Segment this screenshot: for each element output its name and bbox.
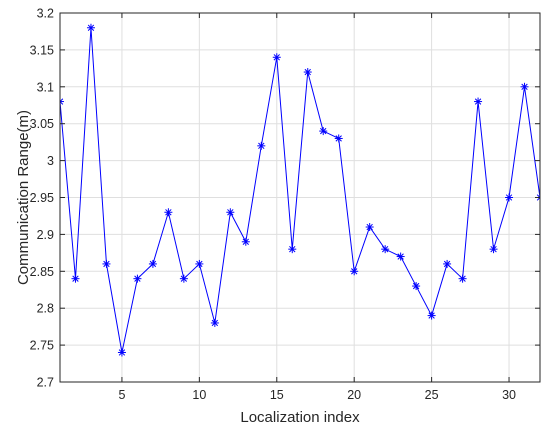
data-point-marker [71,274,80,283]
x-tick-label: 20 [347,388,361,402]
y-tick-label: 2.75 [30,339,54,353]
data-point-marker [257,141,266,150]
y-tick-label: 3.05 [30,117,54,131]
data-point-marker [396,252,405,261]
x-tick-label: 5 [118,388,125,402]
y-tick-label: 3.2 [37,7,54,21]
series-layer [60,23,540,357]
x-tick-label: 25 [425,388,439,402]
y-tick-labels: 2.7 2.75 2.8 2.85 2.9 2.95 3 3.05 3.1 3.15 3.2 [30,7,54,390]
data-point-marker [427,311,436,320]
data-point-marker [443,259,452,268]
data-point-marker [179,274,188,283]
data-point-marker [474,97,483,106]
data-point-marker [60,97,64,106]
tick-marks [60,12,540,383]
data-point-marker [458,274,467,283]
data-point-marker [195,259,204,268]
data-point-marker [288,245,297,254]
data-point-marker [133,274,142,283]
data-point-marker [210,318,219,327]
y-tick-label: 2.85 [30,265,54,279]
data-point-marker [520,82,529,91]
x-axis-title: Localization index [240,409,360,426]
data-point-marker [102,259,111,268]
data-point-marker [303,68,312,77]
data-point-marker [489,245,498,254]
x-tick-label: 10 [192,388,206,402]
grid-lines [60,12,540,383]
y-tick-label: 2.8 [37,302,54,316]
data-point-marker [148,259,157,268]
y-tick-label: 2.7 [37,376,54,390]
data-point-marker [86,23,95,32]
data-point-marker [272,53,281,62]
x-tick-label: 30 [502,388,516,402]
data-point-marker [117,348,126,357]
y-tick-label: 2.95 [30,191,54,205]
y-tick-label: 3.1 [37,80,54,94]
data-point-marker [226,208,235,217]
data-point-marker [505,193,514,202]
data-point-marker [365,223,374,232]
data-point-marker [241,237,250,246]
data-point-marker [412,282,421,291]
y-tick-label: 3 [47,154,54,168]
data-point-marker [164,208,173,217]
x-tick-labels: 5 10 15 20 25 30 [118,388,516,402]
x-tick-label: 15 [270,388,284,402]
data-point-marker [350,267,359,276]
y-axis-title: Communication Range(m) [15,110,32,285]
data-point-marker [334,134,343,143]
y-tick-label: 3.15 [30,43,54,57]
data-point-marker [319,127,328,136]
y-tick-label: 2.9 [37,228,54,242]
data-point-marker [381,245,390,254]
